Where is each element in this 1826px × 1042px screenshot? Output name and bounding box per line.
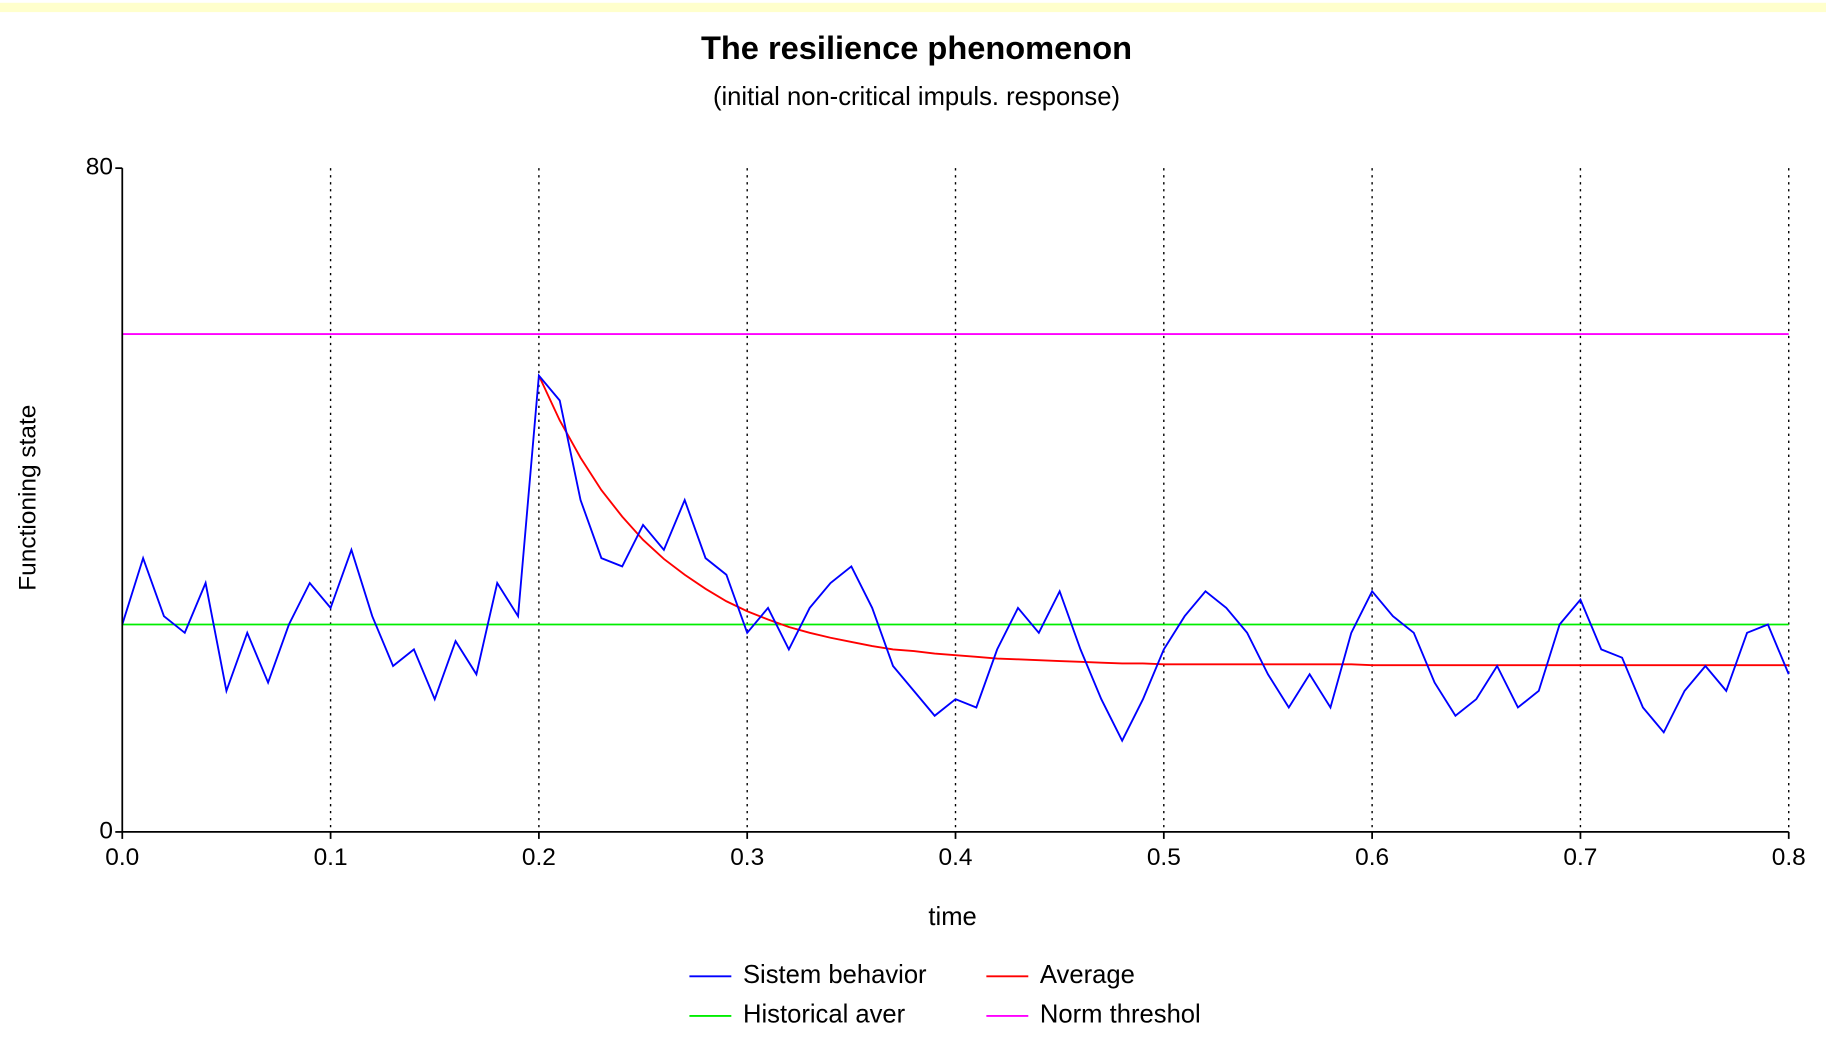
x-tick-label: 0.3 xyxy=(730,844,764,871)
legend-label: Historical aver xyxy=(743,1001,906,1029)
legend-label: Average xyxy=(1040,961,1135,989)
x-tick-label: 0.5 xyxy=(1147,844,1181,871)
chart-subtitle: (initial non-critical impuls. response) xyxy=(713,83,1120,111)
x-tick-label: 0.1 xyxy=(314,844,348,871)
x-tick-label: 0.2 xyxy=(522,844,556,871)
x-tick-label: 0.4 xyxy=(939,844,973,871)
top-strip xyxy=(0,2,1826,13)
series-line xyxy=(121,373,1790,743)
x-tick-label: 0.7 xyxy=(1563,844,1597,871)
y-tick-label: 0 xyxy=(99,817,113,844)
chart-title: The resilience phenomenon xyxy=(701,29,1132,66)
legend-label: Norm threshol xyxy=(1040,1001,1201,1029)
series-line xyxy=(538,375,1789,667)
x-tick-label: 0.8 xyxy=(1772,844,1806,871)
x-axis-label: time xyxy=(928,903,976,931)
y-tick-label: 80 xyxy=(86,154,113,181)
legend-label: Sistem behavior xyxy=(743,961,927,989)
x-tick-label: 0.6 xyxy=(1355,844,1389,871)
x-tick-label: 0.0 xyxy=(105,844,139,871)
y-axis-label: Functioning state xyxy=(15,405,42,591)
